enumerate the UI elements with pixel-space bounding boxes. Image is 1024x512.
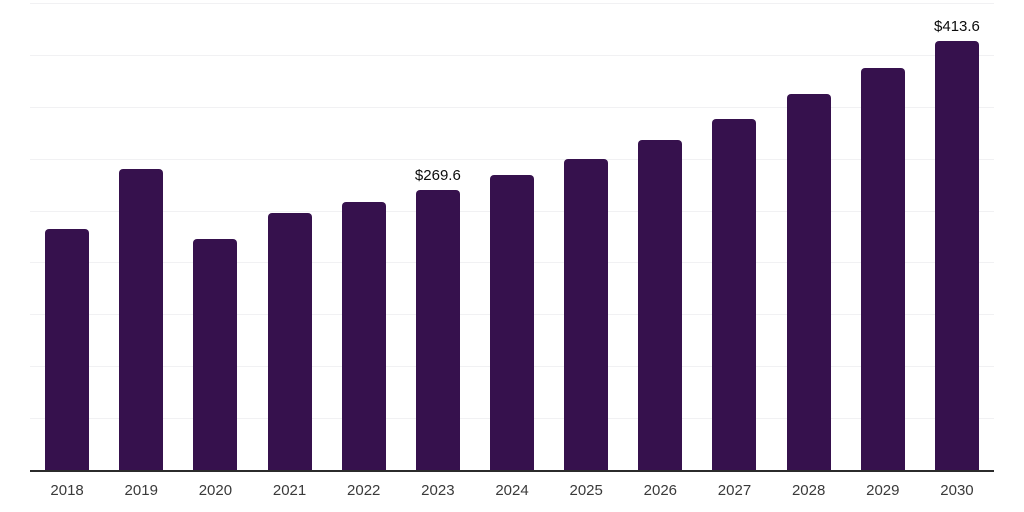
bar-slot [475, 3, 549, 470]
bar-value-label: $269.6 [414, 167, 461, 185]
bar-slot: $413.6 [920, 3, 994, 470]
bar-2022 [341, 202, 386, 470]
gridline [30, 3, 994, 4]
bar-slot [178, 3, 252, 470]
x-axis-label: 2024 [495, 482, 529, 499]
bar-slot [772, 3, 846, 470]
bar-slot: $269.6 [401, 3, 475, 470]
bar-slot [327, 3, 401, 470]
x-axis-label: 2019 [124, 482, 158, 499]
x-axis-label: 2018 [50, 482, 84, 499]
bar-2025 [564, 158, 609, 470]
x-axis-line [30, 470, 994, 472]
bar-slot [846, 3, 920, 470]
gridline [30, 106, 994, 108]
bar-slot [697, 3, 771, 470]
bar-2020 [193, 238, 238, 470]
gridline [30, 158, 994, 160]
bar-2023 [415, 190, 460, 470]
bars-row: $269.6 $413.6 [30, 3, 994, 470]
bar-slot [104, 3, 178, 470]
bar-2019 [119, 169, 164, 470]
plot-area: $269.6 $413.6 [30, 3, 994, 472]
x-axis-label: 2020 [198, 482, 233, 499]
x-axis-label: 2028 [791, 482, 826, 499]
x-axis-label: 2023 [421, 482, 455, 499]
bar-2026 [638, 140, 683, 470]
bar-value-label: $413.6 [934, 17, 980, 35]
x-axis-label: 2026 [643, 482, 678, 499]
bar-slot [549, 3, 623, 470]
x-axis-label: 2029 [866, 482, 900, 499]
bar-slot [623, 3, 697, 470]
bar-slot [252, 3, 326, 470]
gridline [30, 54, 994, 56]
bar-2018 [45, 229, 90, 470]
bar-2028 [786, 94, 831, 470]
x-axis-label: 2022 [347, 482, 381, 499]
x-axis-label: 2030 [940, 482, 974, 499]
bar-2030 [934, 40, 979, 470]
x-axis-label: 2021 [272, 482, 307, 499]
x-axis-label: 2027 [717, 482, 752, 499]
bar-2021 [267, 212, 312, 470]
bar-slot [30, 3, 104, 470]
x-axis-label: 2025 [569, 482, 603, 499]
bar-2029 [860, 68, 905, 470]
x-axis-labels: 2018 2019 2020 2021 2022 2023 2024 2025 2026 2027… [30, 481, 994, 501]
bar-2024 [490, 175, 535, 470]
bar-2027 [712, 119, 757, 470]
